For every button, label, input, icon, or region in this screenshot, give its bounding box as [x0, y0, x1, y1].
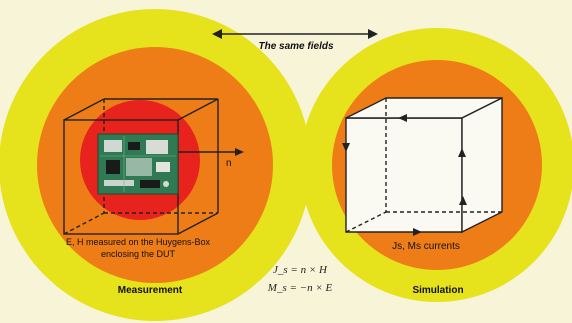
box-edge — [63, 98, 105, 121]
box-edge — [177, 98, 219, 121]
normal-vector-arrow — [178, 148, 244, 156]
simulation-box — [345, 96, 503, 234]
box-hidden-edge — [345, 211, 387, 233]
arrow-down-icon — [342, 143, 350, 152]
arrow-up-icon — [459, 196, 467, 205]
simulation-title: Simulation — [412, 285, 463, 296]
box-edge — [177, 212, 219, 235]
arrow-right-icon — [413, 228, 422, 236]
simulation-panel: Js, Ms currents Simulation — [300, 28, 572, 302]
box-side-face — [461, 96, 503, 234]
pcb-board-icon — [97, 133, 179, 195]
same-fields-label: The same fields — [258, 41, 333, 52]
measurement-panel: n E, H measured on the Huygens-Box enclo… — [0, 9, 311, 321]
arrow-left-icon — [398, 114, 407, 122]
arrow-up-icon — [458, 148, 466, 157]
box-front-face — [345, 117, 463, 233]
measurement-caption-line1: E, H measured on the Huygens-Box — [66, 237, 211, 247]
measurement-title: Measurement — [118, 285, 183, 296]
surface-current-arrows — [342, 114, 467, 236]
equation-electric-current: J_s = n × H — [273, 264, 328, 276]
same-fields-double-arrow — [212, 29, 378, 39]
normal-label: n — [226, 158, 232, 169]
currents-label: Js, Ms currents — [392, 241, 460, 252]
box-hidden-edge — [63, 212, 105, 235]
measurement-caption-line2: enclosing the DUT — [101, 249, 176, 259]
equation-magnetic-current: M_s = −n × E — [267, 282, 333, 294]
